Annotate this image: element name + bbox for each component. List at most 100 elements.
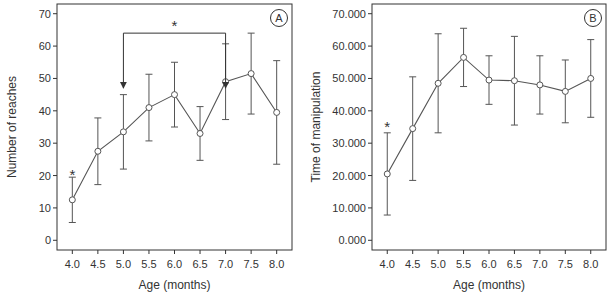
error-bar-cap (587, 117, 594, 118)
panel-label: B (589, 12, 596, 24)
y-tick (368, 175, 372, 176)
error-bar (94, 118, 101, 185)
y-tick (53, 13, 57, 14)
y-tick (368, 46, 372, 47)
error-bar-cap (197, 106, 204, 107)
y-tick (53, 175, 57, 176)
point (197, 130, 203, 136)
error-bar-cap (486, 55, 493, 56)
error-bar-cap (120, 94, 127, 95)
error-bar (536, 56, 543, 114)
plot-frame (372, 4, 606, 250)
error-bar (486, 56, 493, 105)
error-bar-cap (562, 59, 569, 60)
x-tick-label: 4.5 (405, 258, 420, 270)
y-tick (53, 143, 57, 144)
annotation: * (384, 118, 390, 135)
plot-frame (57, 4, 292, 250)
error-bar-cap (120, 169, 127, 170)
x-tick-label: 6.0 (167, 258, 182, 270)
y-tick (368, 78, 372, 79)
error-bar (248, 33, 255, 114)
error-bar-cap (511, 125, 518, 126)
x-tick (123, 250, 124, 254)
error-bar (197, 107, 204, 161)
panel-label-circle (585, 10, 602, 27)
error-bar (460, 28, 467, 86)
y-tick-label: 40 (39, 105, 51, 117)
x-tick (514, 250, 515, 254)
error-bar-cap (222, 119, 229, 120)
y-tick-label: 70.000 (332, 8, 366, 20)
error-bar-cap (536, 114, 543, 115)
error-bar-cap (69, 222, 76, 223)
point (248, 71, 254, 77)
series-line (72, 74, 276, 200)
panel-label: A (275, 12, 283, 24)
y-tick-label: 70 (39, 8, 51, 20)
error-bar-cap (248, 114, 255, 115)
y-axis-label: Number of reaches (5, 76, 19, 178)
y-tick (53, 240, 57, 241)
x-tick-label: 5.0 (116, 258, 131, 270)
data-layer (69, 33, 280, 222)
error-bar-cap (409, 180, 416, 181)
x-tick-label: 7.5 (243, 258, 258, 270)
error-bar-cap (171, 62, 178, 63)
error-bar-cap (409, 76, 416, 77)
y-tick (368, 207, 372, 208)
error-bar-cap (273, 60, 280, 61)
point (588, 75, 594, 81)
error-bar-cap (171, 127, 178, 128)
point (410, 126, 416, 132)
point (461, 54, 467, 60)
y-tick (368, 240, 372, 241)
point (146, 105, 152, 111)
x-tick-label: 8.0 (269, 258, 284, 270)
error-bar-cap (94, 117, 101, 118)
y-tick (368, 13, 372, 14)
y-tick-label: 20 (39, 170, 51, 182)
point (95, 148, 101, 154)
point (274, 109, 280, 115)
x-axis-label: Age (months) (453, 278, 525, 292)
x-tick-label: 6.5 (507, 258, 522, 270)
error-bar-cap (248, 33, 255, 34)
error-bar-cap (460, 86, 467, 87)
error-bar-cap (197, 160, 204, 161)
y-tick-label: 40.000 (332, 105, 366, 117)
error-bar (273, 61, 280, 165)
annotation: * (69, 166, 75, 183)
y-tick (53, 46, 57, 47)
x-tick-label: 7.5 (558, 258, 573, 270)
error-bar-cap (145, 140, 152, 141)
point (537, 82, 543, 88)
y-tick (53, 78, 57, 79)
x-tick-label: 4.0 (65, 258, 80, 270)
error-bar-cap (587, 39, 594, 40)
x-tick (489, 250, 490, 254)
x-tick (463, 250, 464, 254)
error-bar-cap (435, 132, 442, 133)
x-tick-label: 8.0 (583, 258, 598, 270)
y-tick-label: 0.000 (338, 234, 366, 246)
error-bar-cap (435, 33, 442, 34)
x-tick (97, 250, 98, 254)
y-tick (53, 110, 57, 111)
error-bar-cap (460, 28, 467, 29)
point (69, 197, 75, 203)
error-bar (409, 77, 416, 181)
x-tick (225, 250, 226, 254)
error-bar-cap (273, 164, 280, 165)
y-tick-label: 10 (39, 202, 51, 214)
y-tick-label: 10.000 (332, 202, 366, 214)
x-tick-label: 7.0 (218, 258, 233, 270)
bracket-arrow (123, 33, 124, 88)
point (120, 129, 126, 135)
error-bar-cap (562, 122, 569, 123)
x-tick (251, 250, 252, 254)
error-bar (69, 177, 76, 222)
x-tick-label: 6.5 (192, 258, 207, 270)
error-bar (171, 62, 178, 127)
y-tick-label: 60 (39, 40, 51, 52)
